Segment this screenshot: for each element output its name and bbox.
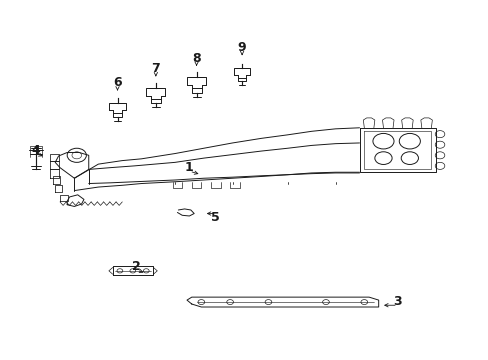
Text: 2: 2 — [132, 260, 141, 273]
Text: 3: 3 — [393, 295, 401, 308]
Text: 1: 1 — [184, 161, 193, 174]
Text: 5: 5 — [211, 211, 220, 224]
Text: 4: 4 — [32, 144, 41, 157]
Text: 8: 8 — [192, 52, 201, 65]
Text: 6: 6 — [113, 76, 122, 90]
Text: 7: 7 — [151, 62, 160, 75]
Text: 9: 9 — [237, 41, 246, 54]
